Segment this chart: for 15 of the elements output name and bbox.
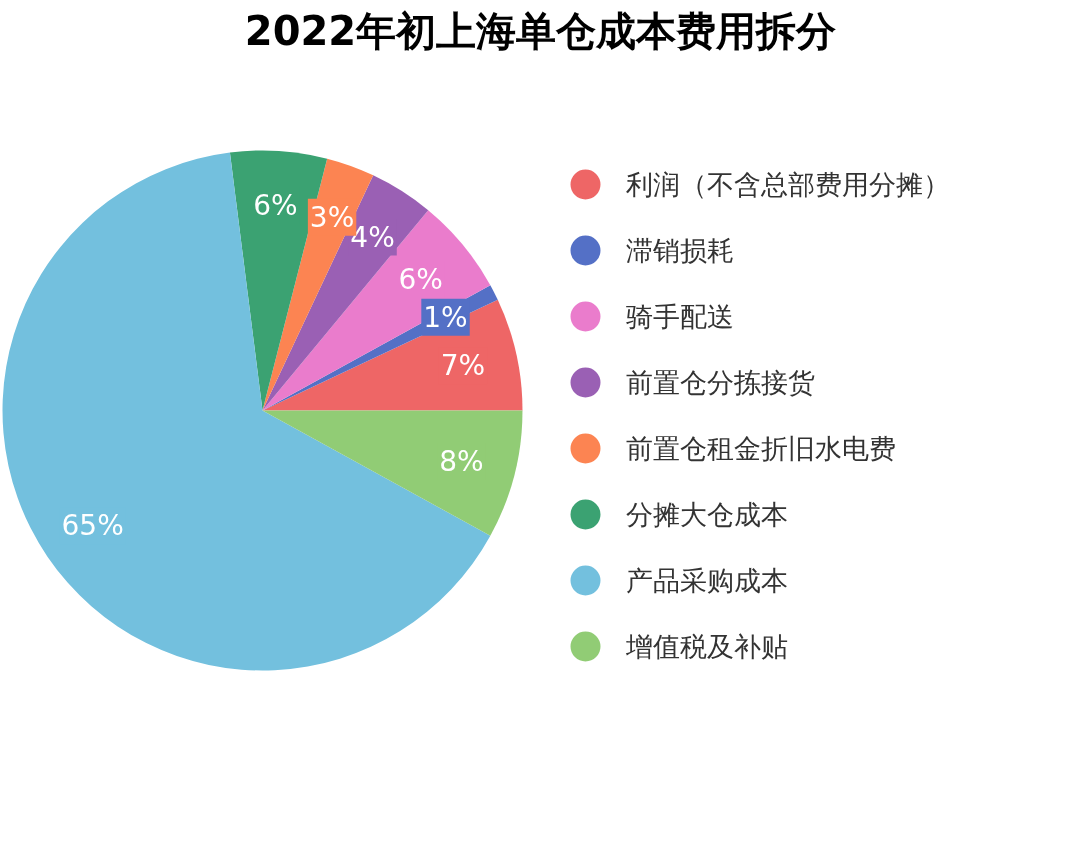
data-label: 6% [253, 189, 298, 223]
data-label: 65% [61, 509, 124, 543]
data-label: 6% [398, 263, 443, 297]
data-label: 7% [440, 349, 486, 383]
legend-label: 骑手配送 [625, 301, 734, 332]
data-label: 8% [439, 445, 484, 479]
legend-label: 滞销损耗 [625, 235, 734, 266]
legend-label: 前置仓租金折旧水电费 [625, 433, 896, 464]
legend-label: 增值税及补贴 [624, 631, 788, 662]
legend-label: 产品采购成本 [625, 565, 788, 596]
chart-title: 2022年初上海单仓成本费用拆分 [244, 7, 837, 54]
legend-label: 前置仓分拣接货 [625, 367, 815, 398]
data-label: 1% [423, 300, 468, 334]
legend-label: 利润（不含总部费用分摊） [625, 169, 950, 200]
legend-label: 分摊大仓成本 [625, 499, 788, 530]
